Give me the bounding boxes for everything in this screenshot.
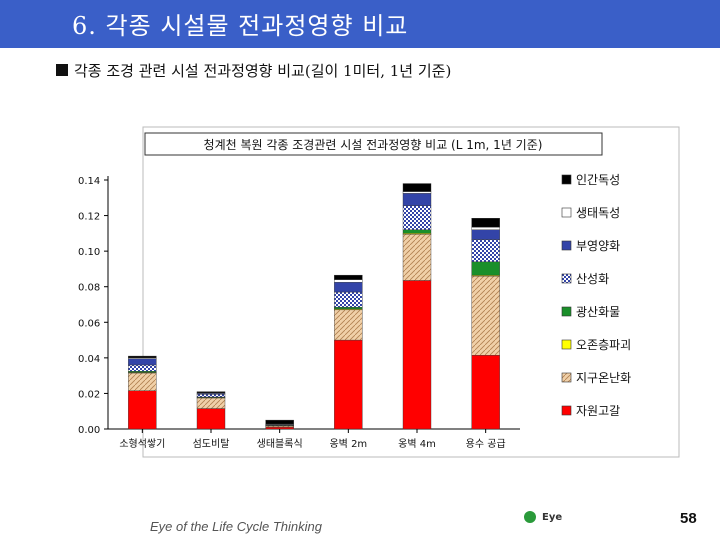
bar-segment-지구온난화 xyxy=(402,234,432,281)
bar-segment-산성화 xyxy=(128,364,157,372)
chart-title: 청계천 복원 각종 조경관련 시설 전과정영향 비교 (L 1m, 1년 기준) xyxy=(204,137,543,152)
legend-label: 지구온난화 xyxy=(576,371,631,385)
footer-text: Eye of the Life Cycle Thinking xyxy=(150,519,322,534)
x-tick-label: 용수 공급 xyxy=(466,438,506,450)
y-tick-label: 0.04 xyxy=(78,354,100,365)
bar-segment-광산화물 xyxy=(334,306,363,310)
bar-segment-인간독성 xyxy=(128,355,157,359)
bar-segment-산성화 xyxy=(334,291,363,308)
page-title: 6. 각종 시설물 전과정영향 비교 xyxy=(72,12,409,40)
title-bar: 6. 각종 시설물 전과정영향 비교 xyxy=(0,0,720,48)
logo-dot-icon xyxy=(524,511,536,523)
legend-label: 부영양화 xyxy=(576,239,620,253)
bar-segment-자원고갈 xyxy=(471,354,500,430)
bar-segment-인간독성 xyxy=(402,183,432,192)
bar-segment-부영양화 xyxy=(471,229,500,240)
bar-segment-지구온난화 xyxy=(334,309,363,341)
legend-swatch-오존층파괴 xyxy=(561,339,572,350)
legend-swatch-광산화물 xyxy=(561,306,572,317)
subtitle-row: 각종 조경 관련 시설 전과정영향 비교(길이 1미터, 1년 기준) xyxy=(56,60,451,81)
bar-segment-자원고갈 xyxy=(128,390,157,430)
bar-segment-자원고갈 xyxy=(334,339,363,430)
page-number: 58 xyxy=(680,510,697,527)
bar-segment-자원고갈 xyxy=(265,427,294,430)
bar-segment-인간독성 xyxy=(196,391,226,394)
bar-segment-산성화 xyxy=(471,239,500,263)
y-tick-label: 0.08 xyxy=(78,283,100,294)
x-tick-label: 옹벽 4m xyxy=(398,438,436,450)
bar-segment-지구온난화 xyxy=(128,372,157,391)
plot-area: 0.00 0.02 0.04 0.06 0.08 0.10 0.12 0.14 소형석쌓기 섬도비… xyxy=(78,176,520,450)
legend-label: 광산화물 xyxy=(576,305,620,319)
legend-label: 자원고갈 xyxy=(576,404,620,418)
x-tick-label: 소형석쌓기 xyxy=(119,438,165,450)
x-tick-label: 옹벽 2m xyxy=(329,438,367,450)
legend-swatch-지구온난화 xyxy=(561,372,572,383)
y-tick-label: 0.10 xyxy=(78,247,100,258)
legend-swatch-생태독성 xyxy=(561,207,572,218)
legend-swatch-자원고갈 xyxy=(561,405,572,416)
bar-segment-자원고갈 xyxy=(402,280,432,430)
x-tick-label: 섬도비탈 xyxy=(193,437,230,450)
chart-title-box xyxy=(144,132,603,156)
subtitle-text: 각종 조경 관련 시설 전과정영향 비교(길이 1미터, 1년 기준) xyxy=(74,62,452,80)
legend-label: 산성화 xyxy=(576,272,609,286)
legend-label: 인간독성 xyxy=(576,173,620,187)
y-tick-label: 0.02 xyxy=(78,389,100,400)
bar-segment-지구온난화 xyxy=(196,397,226,409)
y-tick-label: 0.06 xyxy=(78,318,100,329)
footer-logo: Eye xyxy=(524,511,562,523)
y-tick-label: 0.00 xyxy=(78,425,100,436)
legend-swatch-산성화 xyxy=(561,273,572,284)
bar-segment-산성화 xyxy=(196,394,226,398)
bar-segment-자원고갈 xyxy=(196,408,226,430)
legend-swatch-인간독성 xyxy=(561,174,572,185)
bar-segment-광산화물 xyxy=(471,261,500,276)
bar-segment-광산화물 xyxy=(402,229,432,234)
bar-segment-생태독성 xyxy=(402,191,432,194)
bar-segment-인간독성 xyxy=(334,274,363,280)
bar-segment-산성화 xyxy=(402,205,432,231)
legend-label: 생태독성 xyxy=(576,206,620,220)
bar-segment-인간독성 xyxy=(265,419,294,425)
bar-segment-생태독성 xyxy=(334,279,363,283)
bar-segment-부영양화 xyxy=(334,282,363,293)
y-tick-label: 0.14 xyxy=(78,176,100,187)
bar-segment-생태독성 xyxy=(471,226,500,230)
legend-label: 오존층파괴 xyxy=(576,338,631,352)
square-bullet-icon xyxy=(56,64,68,76)
y-tick-label: 0.12 xyxy=(78,212,100,223)
bar-segment-지구온난화 xyxy=(471,275,500,356)
bar-segment-부영양화 xyxy=(128,358,157,366)
logo-text: Eye xyxy=(542,512,563,523)
bar-segment-인간독성 xyxy=(471,218,500,228)
bar-segment-부영양화 xyxy=(402,193,432,206)
legend-swatch-부영양화 xyxy=(561,240,572,251)
x-tick-label: 생태블록식 xyxy=(257,438,303,450)
